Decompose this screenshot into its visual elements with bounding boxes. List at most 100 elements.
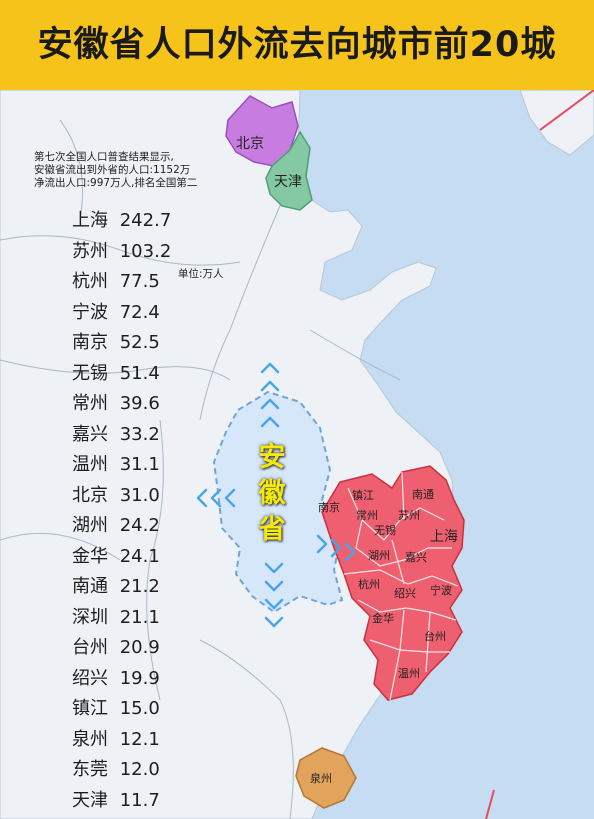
arrow-south	[264, 598, 284, 610]
ranking-row: 嘉兴 33.2	[72, 420, 171, 451]
province-borders	[0, 119, 401, 819]
arrow-west	[196, 488, 208, 508]
ranking-row: 杭州 77.5	[72, 267, 171, 298]
anhui-province	[212, 390, 344, 614]
label-anhui: 安徽省	[258, 442, 286, 545]
label-ningbo: 宁波	[430, 584, 452, 597]
ranking-city: 泉州	[72, 728, 108, 750]
arrow-north	[260, 416, 280, 428]
ranking-row: 宁波 72.4	[72, 298, 171, 329]
ranking-city: 北京	[72, 484, 108, 506]
ranking-city: 绍兴	[72, 667, 108, 689]
city-ranking-list: 上海 242.7 苏州 103.2 杭州 77.5 宁波 72.4 南京 52.5 无锡 …	[72, 206, 171, 816]
arrow-south	[264, 562, 284, 574]
ranking-value: 20.9	[119, 637, 160, 658]
label-quanzhou: 泉州	[310, 772, 332, 785]
label-wenzhou: 温州	[398, 667, 420, 680]
label-wuxi: 无锡	[374, 524, 396, 537]
note-line: 净流出人口:997万人,排名全国第二	[34, 177, 198, 189]
arrow-north	[260, 380, 280, 392]
ranking-row: 镇江 15.0	[72, 694, 171, 725]
ranking-row: 泉州 12.1	[72, 725, 171, 756]
ranking-value: 11.7	[119, 789, 160, 811]
ranking-city: 湖州	[72, 515, 108, 536]
ranking-city: 南京	[72, 332, 108, 353]
arrow-east	[330, 538, 342, 558]
ranking-city: 常州	[72, 393, 108, 414]
ranking-value: 21.1	[119, 606, 160, 628]
ranking-value: 51.4	[119, 362, 160, 384]
ranking-value: 39.6	[119, 393, 160, 414]
route-line	[485, 789, 495, 819]
ranking-row: 上海 242.7	[72, 206, 171, 237]
quanzhou-region	[295, 747, 357, 809]
label-tianjin: 天津	[274, 174, 302, 190]
title-banner	[0, 0, 594, 90]
label-taizhou: 台州	[424, 630, 446, 643]
label-jinhua: 金华	[372, 612, 394, 625]
route-line	[539, 90, 594, 131]
ranking-row: 苏州 103.2	[72, 237, 171, 268]
note-line: 第七次全国人口普查结果显示,	[34, 151, 174, 163]
label-nantong: 南通	[412, 488, 434, 501]
tianjin-region	[265, 130, 313, 211]
page-title: 安徽省人口外流去向城市前20城	[37, 25, 557, 65]
ranking-city: 台州	[72, 637, 108, 658]
ranking-city: 温州	[72, 454, 108, 475]
label-shanghai: 上海	[430, 529, 458, 545]
ranking-row: 温州 31.1	[72, 450, 171, 481]
ranking-value: 72.4	[119, 301, 160, 323]
arrow-west	[224, 488, 236, 508]
ranking-row: 东莞 12.0	[72, 755, 171, 786]
ranking-value: 103.2	[119, 240, 172, 262]
ranking-value: 242.7	[119, 210, 172, 231]
label-shaoxing: 绍兴	[394, 587, 416, 600]
ranking-city: 上海	[72, 210, 108, 231]
ranking-city: 无锡	[72, 362, 108, 384]
ranking-value: 24.2	[119, 515, 160, 536]
china-east-map	[0, 90, 594, 819]
ranking-value: 31.0	[119, 484, 160, 506]
ranking-city: 天津	[72, 789, 108, 811]
ranking-city: 杭州	[72, 271, 108, 292]
census-notes: 第七次全国人口普查结果显示, 安徽省流出到外省的人口:1152万 净流出人口:9…	[34, 151, 197, 190]
arrow-east	[316, 534, 328, 554]
arrow-south	[264, 580, 284, 592]
arrow-north	[260, 398, 280, 410]
ranking-city: 镇江	[72, 698, 108, 719]
note-line: 安徽省流出到外省的人口:1152万	[34, 164, 191, 176]
ranking-row: 无锡 51.4	[72, 359, 171, 390]
ranking-value: 21.2	[119, 576, 160, 597]
ranking-value: 33.2	[119, 423, 160, 445]
label-suzhou: 苏州	[398, 509, 420, 522]
label-changzhou: 常州	[356, 509, 378, 522]
label-nanjing: 南京	[318, 501, 340, 514]
ranking-city: 嘉兴	[72, 423, 108, 445]
arrow-north	[260, 362, 280, 374]
ranking-city: 宁波	[72, 301, 108, 323]
peninsula	[519, 90, 594, 156]
ranking-value: 77.5	[119, 271, 160, 292]
ranking-value: 52.5	[119, 332, 160, 353]
ranking-row: 常州 39.6	[72, 389, 171, 420]
ranking-row: 深圳 21.1	[72, 603, 171, 634]
label-hangzhou: 杭州	[358, 578, 380, 591]
ranking-city: 苏州	[72, 240, 108, 262]
arrow-east	[344, 542, 356, 562]
ranking-row: 南通 21.2	[72, 572, 171, 603]
ranking-row: 金华 24.1	[72, 542, 171, 573]
ranking-value: 12.1	[119, 728, 160, 750]
label-beijing: 北京	[236, 136, 264, 152]
label-jiaxing: 嘉兴	[405, 551, 427, 564]
ranking-city: 深圳	[72, 606, 108, 628]
ranking-row: 湖州 24.2	[72, 511, 171, 542]
ranking-row: 南京 52.5	[72, 328, 171, 359]
ranking-city: 东莞	[72, 759, 108, 780]
ranking-row: 北京 31.0	[72, 481, 171, 512]
ranking-value: 24.1	[119, 545, 160, 567]
arrow-south	[264, 616, 284, 628]
ranking-value: 31.1	[119, 454, 160, 475]
unit-label: 单位:万人	[178, 268, 224, 280]
ranking-row: 天津 11.7	[72, 786, 171, 817]
